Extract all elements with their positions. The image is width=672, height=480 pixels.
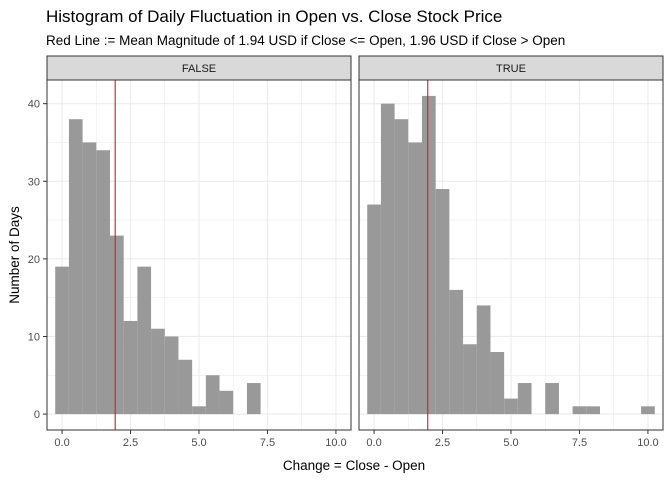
x-tick-label: 0.0: [54, 437, 69, 449]
histogram-bar: [449, 289, 464, 415]
histogram-bar: [367, 204, 381, 415]
facet-panels: FALSE 0.0 2.5 5.0 7.5 10.0 0 10 20 30 40 TRUE 0.0 2.5…: [28, 55, 664, 449]
histogram-bar: [246, 383, 261, 415]
histogram-bar: [164, 336, 179, 415]
histogram-bar: [178, 359, 193, 415]
facet-strip-label: TRUE: [496, 63, 526, 75]
histogram-bar: [463, 344, 477, 415]
histogram-bar: [96, 150, 110, 415]
y-tick-label: 0: [34, 409, 40, 421]
histogram-bar: [421, 95, 436, 415]
facet-panel-true: TRUE 0.0 2.5 5.0 7.5 10.0: [358, 55, 664, 449]
facet-strip: [358, 55, 664, 81]
histogram-bar: [192, 406, 206, 415]
histogram-bar: [572, 406, 587, 415]
x-tick-label: 2.5: [435, 437, 450, 449]
x-tick-label: 7.5: [260, 437, 275, 449]
y-tick-label: 30: [28, 176, 40, 188]
histogram-bar: [641, 406, 655, 415]
x-tick-label: 5.0: [191, 437, 206, 449]
histogram-bar: [517, 383, 532, 415]
histogram-bar: [55, 266, 69, 415]
histogram-bar: [408, 142, 422, 415]
facet-panel-false: FALSE 0.0 2.5 5.0 7.5 10.0 0 10 20 30 40: [28, 55, 352, 449]
histogram-bar: [380, 103, 395, 415]
histogram-bar: [476, 305, 491, 415]
histogram-bar: [586, 406, 601, 415]
histogram-bar: [137, 266, 152, 415]
y-tick-label: 20: [28, 254, 40, 266]
x-tick-label: 5.0: [503, 437, 518, 449]
histogram-bar: [123, 320, 138, 415]
histogram-bar: [109, 235, 124, 415]
x-tick-label: 7.5: [572, 437, 587, 449]
histogram-bar: [490, 352, 505, 415]
facet-strip-label: FALSE: [182, 63, 216, 75]
x-tick-label: 0.0: [366, 437, 381, 449]
x-tick-label: 10.0: [325, 437, 346, 449]
x-tick-label: 10.0: [637, 437, 658, 449]
histogram-bar: [68, 119, 83, 415]
histogram-bar: [205, 375, 220, 415]
facet-strip: [46, 55, 352, 81]
y-tick-label: 40: [28, 99, 40, 111]
x-tick-label: 2.5: [123, 437, 138, 449]
histogram-bar: [394, 119, 409, 415]
x-axis-title: Change = Close - Open: [283, 458, 425, 473]
chart-title: Histogram of Daily Fluctuation in Open v…: [46, 7, 502, 26]
chart-subtitle: Red Line := Mean Magnitude of 1.94 USD i…: [46, 33, 565, 48]
histogram-bar: [219, 390, 234, 415]
histogram-bar: [435, 189, 450, 415]
histogram-bar: [545, 383, 559, 415]
y-axis-title: Number of Days: [7, 206, 22, 304]
histogram-bar: [504, 398, 518, 415]
y-tick-label: 10: [28, 331, 40, 343]
histogram-bar: [82, 142, 97, 415]
histogram-bar: [151, 328, 165, 415]
